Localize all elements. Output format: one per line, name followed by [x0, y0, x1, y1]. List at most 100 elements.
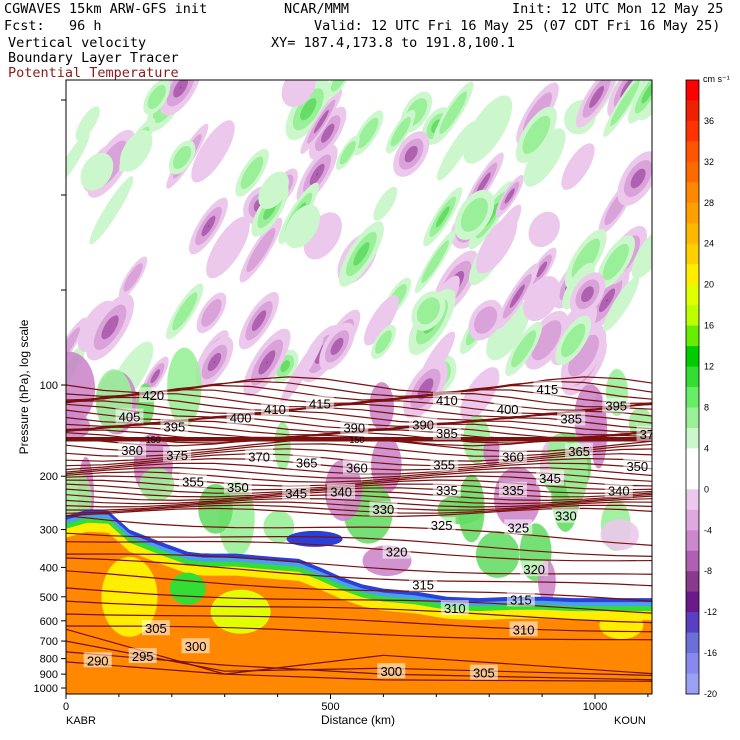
theta-label-320: 320	[382, 543, 411, 560]
colorbar-label: -4	[704, 525, 712, 535]
downdraft-cell	[159, 80, 202, 116]
svg-text:355: 355	[433, 458, 455, 473]
x-tick-label: 500	[321, 701, 339, 713]
right-endpoint-label: KOUN	[614, 715, 646, 727]
theta-isoline	[66, 540, 652, 562]
theta-label-400: 400	[226, 409, 255, 426]
theta-label-330: 330	[551, 507, 580, 524]
downdraft-cell	[196, 292, 227, 334]
theta-label-395: 395	[160, 418, 189, 434]
svg-text:310: 310	[513, 622, 535, 637]
organization: NCAR/MMM	[284, 1, 350, 17]
colorbar-swatch	[686, 612, 699, 634]
colorbar-swatch	[686, 653, 699, 675]
updraft-cell	[414, 230, 456, 294]
svg-text:325: 325	[431, 518, 453, 533]
updraft-cell	[454, 189, 495, 240]
svg-text:385: 385	[560, 412, 582, 427]
updraft-cell	[411, 291, 446, 331]
theta-isoline	[66, 587, 652, 614]
colorbar-label: -8	[704, 566, 712, 576]
theta-label-405: 405	[115, 408, 144, 425]
svg-text:415: 415	[309, 396, 331, 411]
cross-section-endpoints: XY= 187.4,173.8 to 191.8,100.1	[271, 35, 515, 51]
colorbar-label: 24	[704, 239, 714, 249]
updraft-cell	[119, 129, 153, 172]
theta-label-400: 400	[493, 401, 522, 417]
colorbar-swatch	[686, 632, 699, 654]
theta-isoline	[66, 479, 652, 491]
theta-label-350: 350	[623, 458, 652, 474]
x-tick-label: 0	[63, 701, 69, 713]
colorbar-swatch	[686, 284, 699, 306]
updraft-cell	[463, 95, 513, 164]
theta-label-355: 355	[430, 456, 459, 473]
init-time: Init: 12 UTC Mon 12 May 25	[512, 1, 724, 17]
updraft-cell	[75, 106, 100, 141]
theta-label-335: 335	[432, 481, 461, 498]
svg-text:370: 370	[248, 449, 270, 464]
downdraft-cell	[308, 106, 347, 160]
theta-isoline	[66, 515, 652, 546]
forecast-hour: Fcst: 96 h	[4, 18, 102, 34]
colorbar-label: 0	[704, 484, 709, 494]
svg-text:320: 320	[386, 545, 408, 560]
updraft-cell	[437, 121, 476, 181]
updraft-cell	[89, 176, 134, 245]
theta-label-340: 340	[604, 482, 633, 499]
field-potential-temperature: Potential Temperature	[8, 65, 179, 81]
colorbar-swatch	[686, 325, 699, 347]
theta-label-370: 370	[636, 425, 652, 442]
y-tick-label: 500	[40, 592, 58, 604]
theta-label-310: 310	[440, 600, 469, 616]
svg-text:380: 380	[121, 443, 143, 458]
colorbar-swatch	[686, 120, 699, 142]
downdraft-cell	[617, 151, 652, 206]
plot-frame	[65, 79, 653, 695]
svg-text:415: 415	[537, 382, 559, 397]
downdraft-cell	[300, 89, 343, 155]
theta-isoline	[66, 557, 652, 587]
field-boundary-layer-tracer: Boundary Layer Tracer	[8, 50, 179, 66]
updraft-cell	[167, 347, 202, 426]
downdraft-cell	[191, 120, 235, 183]
theta-label-320: 320	[520, 561, 549, 577]
theta-label-370: 370	[245, 448, 274, 464]
svg-text:375: 375	[166, 448, 188, 463]
colorbar-swatch	[686, 223, 699, 245]
theta-label-365: 365	[565, 442, 594, 459]
theta-label-415: 415	[533, 380, 562, 397]
colorbar-swatch	[686, 489, 699, 511]
svg-text:385: 385	[436, 426, 458, 441]
theta-label-300: 300	[377, 663, 406, 679]
svg-text:315: 315	[510, 592, 532, 607]
tracer-pocket	[599, 611, 644, 640]
updraft-cell	[555, 315, 592, 365]
downdraft-cell	[393, 131, 430, 177]
downdraft-cell	[495, 174, 524, 218]
model-title: CGWAVES 15km ARW-GFS init	[4, 1, 208, 17]
svg-text:390: 390	[343, 420, 365, 435]
downdraft-cell	[475, 215, 518, 274]
colorbar-label: 4	[704, 443, 709, 453]
theta-isoline	[66, 494, 652, 505]
updraft-cell	[432, 81, 474, 144]
theta-label-315: 315	[409, 576, 438, 592]
theta-label-360: 360	[499, 448, 527, 464]
colorbar-swatch	[686, 346, 699, 368]
theta-label-335: 335	[499, 481, 527, 498]
downdraft-cell	[280, 336, 324, 405]
updraft-cell	[603, 276, 640, 332]
svg-text:400: 400	[497, 402, 519, 417]
svg-text:405: 405	[119, 410, 141, 425]
svg-text:305: 305	[473, 666, 495, 681]
axes: 100 200 300 400 500 600 700 800 900 1000 0 500 1000	[34, 79, 653, 713]
theta-isoline	[66, 661, 652, 682]
updraft-cell	[564, 229, 607, 289]
downdraft-cell	[118, 256, 148, 299]
theta-label-295: 295	[128, 648, 157, 664]
theta-isoline	[66, 613, 652, 633]
theta-isoline	[66, 490, 652, 502]
theta-isoline	[66, 532, 652, 557]
